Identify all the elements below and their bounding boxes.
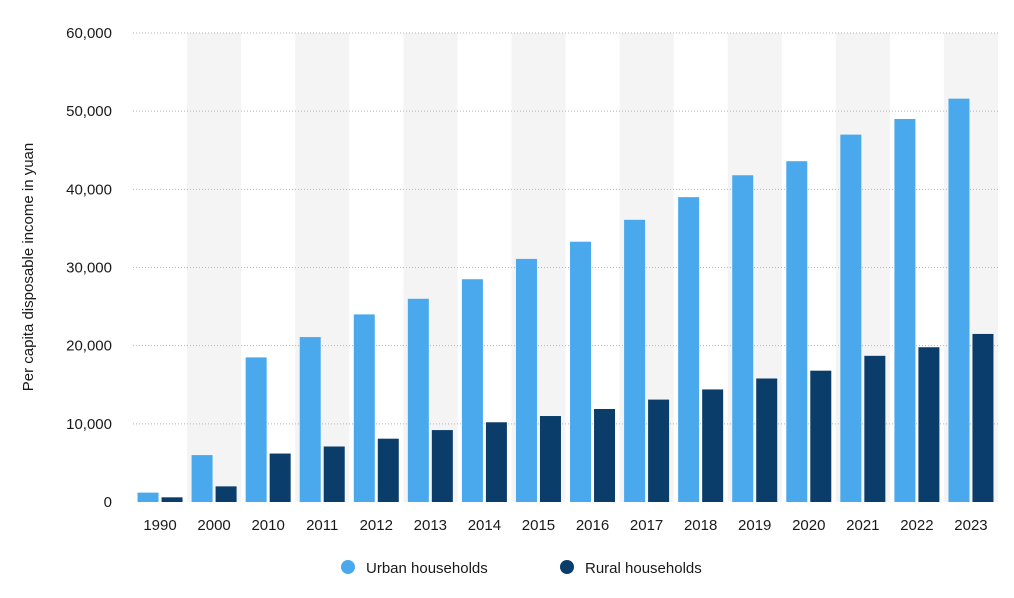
bar-rural-households-2022 <box>918 347 940 502</box>
bar-rural-households-2023 <box>972 333 994 502</box>
bar-urban-households-2010 <box>245 357 267 502</box>
bar-urban-households-2021 <box>840 134 862 502</box>
x-tick-label: 1990 <box>143 517 176 534</box>
y-tick-label: 50,000 <box>66 103 112 120</box>
bar-urban-households-2017 <box>624 219 646 502</box>
y-tick-label: 60,000 <box>66 25 112 42</box>
x-tick-label: 2010 <box>251 517 284 534</box>
x-axis-ticks: 1990 2000 2010 2011 2012 2013 2014 2015 2016 2017… <box>143 517 987 534</box>
bar-urban-households-2018 <box>678 197 700 502</box>
bar-urban-households-2013 <box>407 298 429 502</box>
bar-urban-households-2012 <box>353 314 375 502</box>
y-axis-title: Per capita disposable income in yuan <box>20 143 37 391</box>
x-tick-label: 2015 <box>522 517 555 534</box>
x-tick-label: 2013 <box>414 517 447 534</box>
x-tick-label: 2017 <box>630 517 663 534</box>
y-tick-label: 20,000 <box>66 338 112 355</box>
bar-rural-households-2015 <box>539 416 561 502</box>
y-tick-label: 0 <box>104 494 112 511</box>
bar-rural-households-2018 <box>702 389 724 502</box>
x-tick-label: 2016 <box>576 517 609 534</box>
x-tick-label: 2019 <box>738 517 771 534</box>
bar-rural-households-2021 <box>864 355 886 502</box>
bar-urban-households-2015 <box>515 258 537 502</box>
bar-urban-households-2022 <box>894 118 916 502</box>
bar-rural-households-2000 <box>215 486 237 502</box>
x-tick-label: 2012 <box>360 517 393 534</box>
bar-urban-households-2014 <box>461 279 483 502</box>
bar-rural-households-2013 <box>431 430 453 502</box>
x-tick-label: 2018 <box>684 517 717 534</box>
bar-urban-households-2019 <box>732 175 754 502</box>
x-tick-label: 2014 <box>468 517 501 534</box>
x-tick-label: 2000 <box>197 517 230 534</box>
bar-rural-households-2014 <box>485 422 507 502</box>
bar-rural-households-2017 <box>648 399 670 502</box>
legend-marker <box>560 560 574 574</box>
y-tick-label: 30,000 <box>66 260 112 277</box>
x-tick-label: 2023 <box>954 517 987 534</box>
x-tick-label: 2022 <box>900 517 933 534</box>
x-tick-label: 2021 <box>846 517 879 534</box>
bar-urban-households-1990 <box>137 492 159 502</box>
bar-urban-households-2016 <box>570 241 592 502</box>
legend-label: Urban households <box>366 560 488 577</box>
bar-rural-households-2010 <box>269 453 291 502</box>
y-tick-label: 40,000 <box>66 181 112 198</box>
bar-rural-households-2019 <box>756 378 778 502</box>
bars <box>137 98 994 502</box>
bar-rural-households-2012 <box>377 438 399 502</box>
legend: Urban households Rural households <box>341 560 702 577</box>
bar-rural-households-2016 <box>594 408 616 502</box>
x-tick-label: 2020 <box>792 517 825 534</box>
y-tick-label: 10,000 <box>66 416 112 433</box>
bar-urban-households-2023 <box>948 98 970 502</box>
bar-rural-households-2011 <box>323 446 345 502</box>
bar-rural-households-2020 <box>810 370 832 502</box>
y-axis-ticks: 0 10,000 20,000 30,000 40,000 50,000 60,000 <box>66 25 112 511</box>
legend-marker <box>341 560 355 574</box>
bar-urban-households-2020 <box>786 161 808 502</box>
bar-urban-households-2000 <box>191 455 213 502</box>
legend-label: Rural households <box>585 560 702 577</box>
bar-urban-households-2011 <box>299 337 321 502</box>
x-tick-label: 2011 <box>306 517 338 534</box>
bar-rural-households-1990 <box>161 497 183 502</box>
